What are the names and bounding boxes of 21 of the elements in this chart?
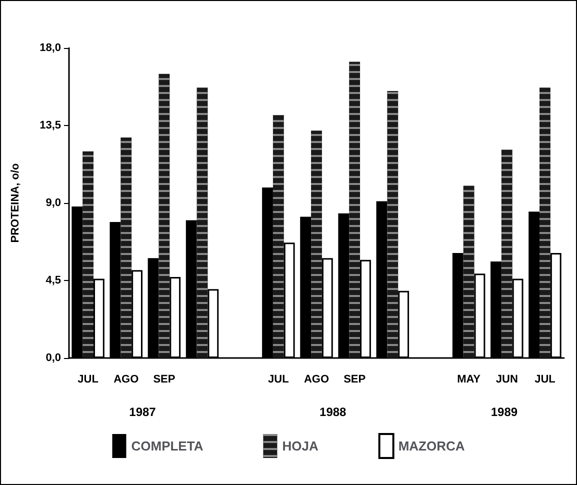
y-tick-label: 13,5 — [40, 120, 61, 132]
text: 1988 — [320, 405, 347, 419]
x-tick-label: MAY — [457, 374, 482, 386]
text: 1987 — [129, 405, 156, 419]
y-axis-title: PROTEINA, o/o — [10, 163, 22, 243]
text: 1989 — [490, 405, 518, 419]
x-tick-label: AGO — [304, 374, 330, 386]
legend-label: HOJA — [282, 438, 319, 454]
y-tick-label: 0,0 — [46, 352, 61, 364]
x-tick-label: AGO — [114, 374, 140, 386]
legend-label: MAZORCA — [398, 438, 466, 454]
x-tick-label: JUL — [78, 374, 99, 386]
x-tick-label: SEP — [153, 374, 176, 386]
x-tick-label: JUN — [496, 374, 518, 386]
legend-label: COMPLETA — [131, 438, 204, 454]
y-tick-label: 9,0 — [46, 197, 61, 209]
y-tick-label: 18,0 — [40, 42, 61, 54]
x-tick-label: JUL — [268, 374, 290, 386]
y-tick-label: 4,5 — [46, 274, 61, 286]
x-tick-label: JUL — [534, 374, 556, 386]
x-tick-label: SEP — [344, 374, 366, 386]
